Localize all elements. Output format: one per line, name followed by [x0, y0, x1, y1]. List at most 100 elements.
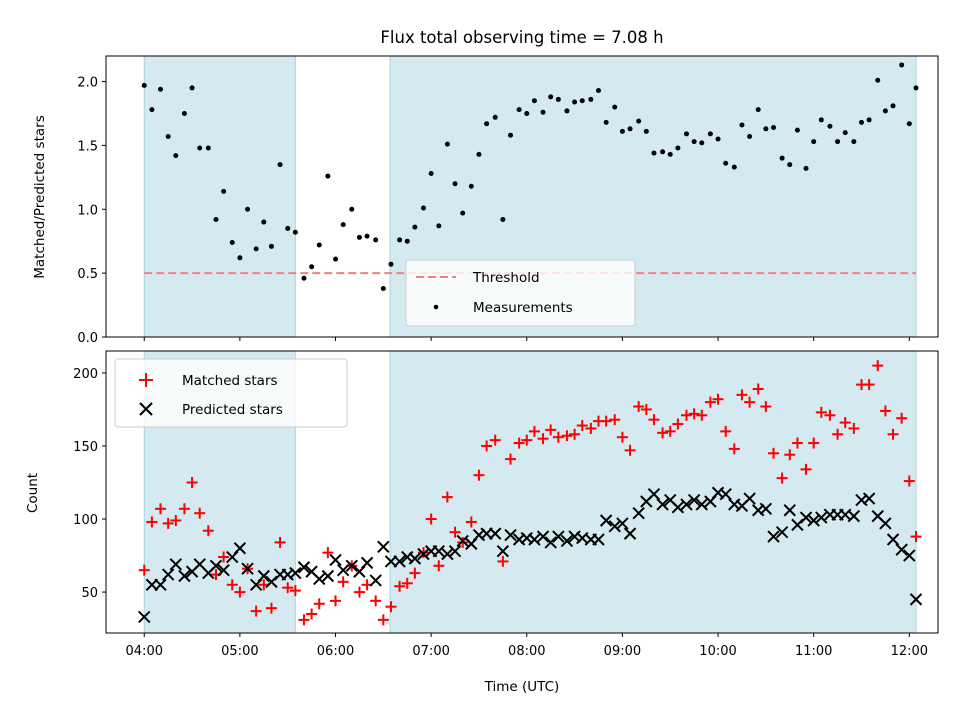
measurement-point	[555, 96, 561, 102]
matched-star-point	[561, 430, 573, 442]
predicted-x-b	[408, 552, 422, 565]
predicted-x-b	[193, 558, 206, 571]
predicted-star-point	[656, 498, 669, 511]
matched-star-point	[449, 526, 461, 538]
matched-star-point	[863, 379, 875, 391]
predicted-x-b	[695, 498, 708, 511]
x-tick-label: 05:00	[221, 644, 258, 659]
x-tick-label: 10:00	[699, 644, 736, 659]
measurement-point	[787, 162, 793, 168]
predicted-star-point	[799, 511, 813, 524]
count-panel: 50 100 150 200 04:00 05:00 06:00 07:00 08:00 09:…	[25, 350, 939, 695]
predicted-star-point	[289, 566, 302, 580]
measurement-point	[173, 153, 179, 159]
matched-star-point	[194, 507, 206, 519]
predicted-x-b	[719, 487, 732, 501]
ratio-y-tick-label: 2.0	[77, 76, 98, 91]
matched-star-point	[218, 551, 230, 563]
matched-star-point	[872, 360, 884, 372]
measurement-point	[827, 123, 833, 129]
measurement-point	[245, 206, 251, 212]
measurement-point	[444, 141, 450, 147]
predicted-x-b	[417, 547, 430, 561]
predicted-star-point	[161, 568, 175, 581]
matched-star-point	[832, 428, 844, 440]
predicted-x-b	[178, 569, 191, 583]
predicted-x-b	[329, 553, 342, 567]
predicted-x-b	[528, 533, 541, 546]
measurement-point	[899, 62, 905, 68]
predicted-x-b	[305, 565, 318, 578]
predicted-x-b	[456, 534, 469, 548]
measurement-points	[141, 62, 919, 291]
ratio-y-tick-label: 1.5	[77, 139, 98, 154]
predicted-x-b	[879, 517, 892, 530]
predicted-x-b	[909, 593, 923, 606]
matched-star-point	[489, 434, 501, 446]
predicted-x-b	[448, 544, 462, 558]
measurement-point	[603, 119, 609, 125]
predicted-star-point	[313, 572, 326, 586]
measurement-point	[763, 126, 769, 132]
predicted-star-point	[775, 525, 789, 539]
predicted-star-point	[909, 593, 923, 606]
count-y-label: Count	[25, 473, 41, 513]
measurement-point	[468, 183, 474, 189]
matched-star-point	[385, 601, 397, 613]
measurement-point	[715, 136, 721, 142]
count-y-tick-label: 200	[73, 367, 98, 382]
ratio-legend: Threshold Measurements	[405, 259, 636, 327]
matched-star-point	[155, 503, 167, 515]
matched-star-point	[265, 602, 277, 614]
predicted-x-b	[496, 544, 510, 558]
x-tick-label: 06:00	[317, 644, 354, 659]
matched-star-point	[433, 560, 445, 572]
measurement-point	[707, 131, 713, 137]
predicted-x-b	[552, 530, 565, 543]
predicted-x-b	[680, 498, 693, 511]
measurement-point	[636, 118, 642, 124]
measurement-point	[572, 99, 578, 105]
predicted-star-point	[632, 506, 645, 520]
predicted-star-point	[360, 556, 374, 570]
measurement-point	[651, 150, 657, 156]
predicted-star-point	[560, 534, 574, 548]
measurement-point	[691, 139, 697, 145]
legend-matched-label: Matched stars	[182, 373, 278, 389]
measurement-point	[292, 229, 298, 235]
measurement-point	[229, 239, 235, 245]
measurement-point	[356, 234, 362, 240]
matched-star-point	[791, 437, 803, 449]
predicted-star-point	[297, 561, 311, 574]
measurement-point	[316, 242, 322, 248]
matched-star-point	[728, 443, 740, 455]
predicted-star-point	[233, 542, 247, 555]
matched-star-point	[839, 417, 851, 429]
matched-star-point	[202, 525, 214, 537]
predicted-x-b	[472, 528, 486, 542]
measurement-point	[158, 86, 164, 92]
x-tick-label: 04:00	[126, 644, 163, 659]
predicted-star-point	[432, 544, 446, 558]
matched-star-point	[910, 531, 922, 543]
measurement-point	[476, 151, 482, 157]
predicted-star-point	[719, 487, 732, 501]
ratio-panel-frame	[105, 55, 939, 338]
predicted-x-b	[241, 562, 254, 575]
predicted-x-b	[560, 534, 574, 548]
measurement-point	[588, 96, 594, 102]
measurement-point	[890, 103, 896, 109]
count-legend-box	[114, 358, 348, 428]
predicted-star-point	[847, 509, 861, 523]
measurement-point	[731, 164, 737, 170]
predicted-star-point	[616, 517, 629, 530]
matched-star-point	[186, 477, 198, 489]
legend-predicted-swatch	[139, 402, 153, 416]
matched-star-point	[552, 431, 564, 443]
measurement-point	[388, 261, 394, 267]
predicted-x-b	[647, 487, 661, 501]
measurement-point	[508, 132, 514, 138]
matched-star-point	[784, 449, 796, 461]
measurement-point	[755, 107, 761, 113]
observing-window-top-0	[143, 55, 296, 338]
